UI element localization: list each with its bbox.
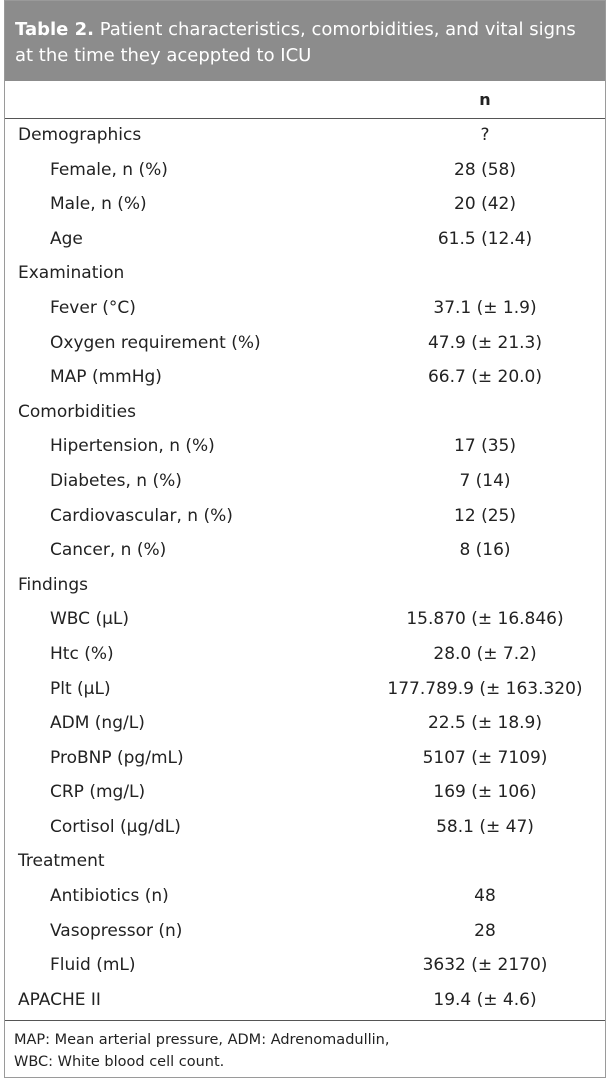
sub-row: CRP (mg/L) 169 (± 106) [5,776,605,811]
sub-row: ProBNP (pg/mL) 5107 (± 7109) [5,742,605,777]
row-label: WBC (μL) [50,609,129,630]
row-label: CRP (mg/L) [50,782,146,803]
row-value: 12 (25) [454,505,516,526]
row-label: Age [50,228,83,249]
sub-row: WBC (μL) 15.870 (± 16.846) [5,603,605,638]
row-label: Vasopressor (n) [50,920,183,941]
row-label: Fever (°C) [50,297,136,318]
sub-row: Female, n (%) 28 (58) [5,154,605,189]
sub-row: MAP (mmHg) 66.7 (± 20.0) [5,361,605,396]
row-value: 15.870 (± 16.846) [406,609,564,630]
footnote-line: MAP: Mean arterial pressure, ADM: Adreno… [14,1032,390,1049]
sub-row: Antibiotics (n) 48 [5,880,605,915]
row-label: Hipertension, n (%) [50,436,215,457]
row-value: 169 (± 106) [433,782,537,803]
row-label: Examination [18,263,125,284]
sub-row: Fever (°C) 37.1 (± 1.9) [5,292,605,327]
table-body: Demographics? Female, n (%) 28 (58) Male, n… [5,119,605,1018]
header-row: n [5,81,605,119]
row-label: Htc (%) [50,643,114,664]
sub-row: Cardiovascular, n (%) 12 (25) [5,500,605,535]
sub-row: Htc (%) 28.0 (± 7.2) [5,638,605,673]
sub-row: Vasopressor (n) 28 [5,915,605,950]
sub-row: Plt (μL) 177.789.9 (± 163.320) [5,673,605,708]
row-label: Fluid (mL) [50,955,136,976]
row-label: Demographics [18,125,142,145]
row-value: 7 (14) [459,470,511,491]
row-label: APACHE II [18,989,101,1010]
row-value: 20 (42) [454,194,516,215]
row-value: 177.789.9 (± 163.320) [387,678,583,699]
sub-row: Cortisol (μg/dL) 58.1 (± 47) [5,811,605,846]
row-label: Plt (μL) [50,678,111,699]
row-label: Cardiovascular, n (%) [50,505,233,526]
sub-row: Male, n (%) 20 (42) [5,188,605,223]
row-value: 3632 (± 2170) [422,955,548,976]
row-label: Antibiotics (n) [50,886,169,907]
row-label: ADM (ng/L) [50,713,145,734]
sub-row: Fluid (mL) 3632 (± 2170) [5,949,605,984]
sub-row: Oxygen requirement (%) 47.9 (± 21.3) [5,327,605,362]
row-label: Oxygen requirement (%) [50,332,261,353]
row-value: 17 (35) [454,436,516,457]
row-label: MAP (mmHg) [50,367,162,388]
row-value: 22.5 (± 18.9) [427,713,543,734]
row-value: 19.4 (± 4.6) [433,989,537,1010]
row-label: Cancer, n (%) [50,540,167,561]
row-value: 58.1 (± 47) [436,816,534,837]
row-value: 8 (16) [459,540,511,561]
group-row: Findings [5,569,605,604]
row-label: ProBNP (pg/mL) [50,747,184,768]
header-cell: n [479,90,491,109]
row-value: 66.7 (± 20.0) [427,367,543,388]
sub-row: Age 61.5 (12.4) [5,223,605,258]
group-row: Demographics? [5,119,605,154]
group-row: Comorbidities [5,396,605,431]
sub-row: Diabetes, n (%) 7 (14) [5,465,605,500]
row-value: 5107 (± 7109) [422,747,548,768]
row-value: 48 [474,886,496,907]
row-value: ? [480,125,490,145]
row-value: 61.5 (12.4) [437,228,533,249]
row-value: 28 (58) [454,159,516,180]
group-row: Treatment [5,845,605,880]
row-value: 47.9 (± 21.3) [427,332,543,353]
row-label: Male, n (%) [50,194,147,215]
caption-text: Patient characteristics, comorbidities, … [15,19,576,66]
sub-row: Hipertension, n (%) 17 (35) [5,430,605,465]
sub-row: ADM (ng/L) 22.5 (± 18.9) [5,707,605,742]
footnote: MAP: Mean arterial pressure, ADM: Adreno… [5,1020,605,1081]
footnote-line: WBC: White blood cell count. [14,1054,225,1071]
row-value: 28.0 (± 7.2) [433,643,537,664]
table-frame: Table 2. Patient characteristics, comorb… [4,0,606,1078]
row-value: 28 [474,920,496,941]
row-label: Treatment [18,851,105,872]
row-label: Diabetes, n (%) [50,470,182,491]
row-label: Female, n (%) [50,159,168,180]
caption-label: Table 2. [15,19,94,40]
sub-row: Cancer, n (%) 8 (16) [5,534,605,569]
row-label: Findings [18,574,88,595]
row-label: Comorbidities [18,401,136,422]
group-row: Examination [5,257,605,292]
row-label: Cortisol (μg/dL) [50,816,181,837]
caption: Table 2. Patient characteristics, comorb… [5,1,605,81]
group-row: APACHE II 19.4 (± 4.6) [5,984,605,1019]
row-value: 37.1 (± 1.9) [433,297,537,318]
